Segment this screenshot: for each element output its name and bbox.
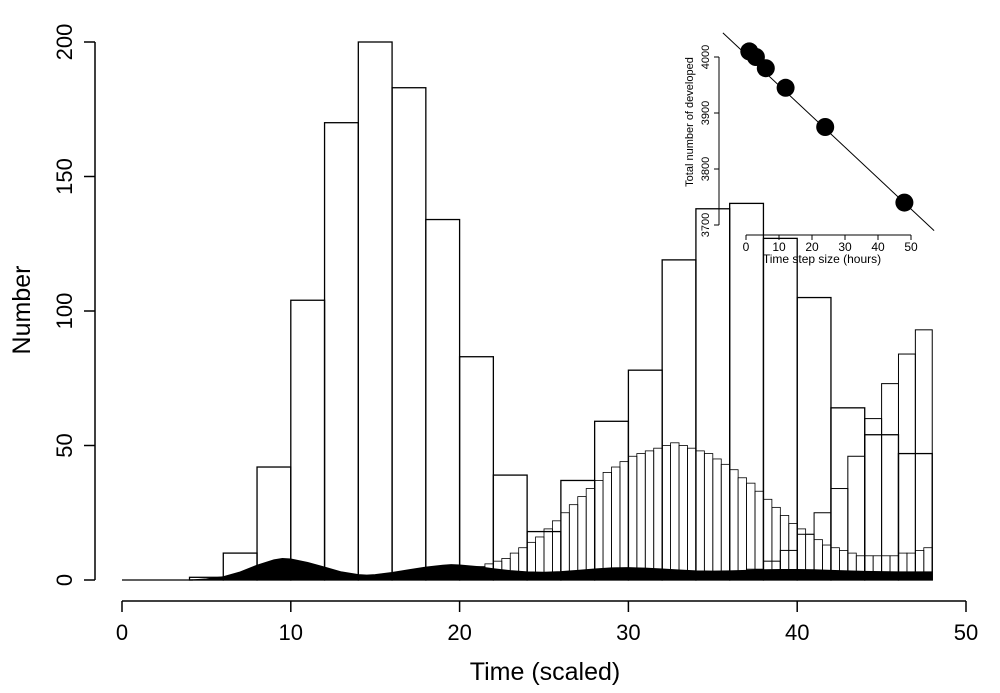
histogram-bar <box>602 471 612 581</box>
histogram-bar <box>914 329 933 581</box>
main-y-tick-label: 150 <box>52 158 77 195</box>
histogram-bar <box>323 122 359 581</box>
histogram-bar <box>568 504 579 581</box>
inset-x-axis-label: Time step size (hours) <box>763 252 881 266</box>
histogram-bar <box>628 455 638 581</box>
inset-x-tick-label: 50 <box>904 240 918 254</box>
histogram-bar <box>425 218 461 581</box>
histogram-bar <box>687 447 697 581</box>
main-x-tick-label: 20 <box>447 620 471 645</box>
histogram-bar <box>678 445 688 581</box>
histogram-bar <box>881 383 899 581</box>
main-y-tick-label: 0 <box>52 574 77 586</box>
histogram-bar <box>754 490 764 581</box>
main-y-tick-label: 200 <box>52 24 77 61</box>
histogram-bar <box>670 442 680 581</box>
main-x-tick-label: 10 <box>279 620 303 645</box>
histogram-bar <box>897 353 916 581</box>
histogram-series-3-area <box>189 557 933 581</box>
inset-x-tick-label: 20 <box>805 240 819 254</box>
histogram-bar <box>552 520 562 581</box>
histogram-bar <box>611 466 621 581</box>
main-x-tick-label: 40 <box>785 620 809 645</box>
main-y-tick-label: 50 <box>52 433 77 457</box>
inset-point <box>895 193 914 212</box>
inset-x-tick-label: 40 <box>871 240 885 254</box>
histogram-bar <box>357 41 393 581</box>
inset-x-tick-label: 10 <box>772 240 786 254</box>
histogram-bar <box>560 512 570 581</box>
histogram-bar <box>458 356 495 581</box>
histogram-bar <box>290 299 326 581</box>
inset-x-tick-label: 0 <box>743 240 750 254</box>
histogram-bar <box>746 482 756 581</box>
histogram-bar <box>594 480 604 581</box>
histogram-bar <box>712 458 722 581</box>
histogram-bar <box>636 453 646 581</box>
main-x-tick-label: 50 <box>954 620 978 645</box>
histogram-bar <box>585 488 596 581</box>
main-x-axis-label: Time (scaled) <box>470 658 621 686</box>
main-histogram-bars <box>188 41 933 581</box>
main-x-tick-label: 0 <box>116 620 128 645</box>
inset-point <box>756 59 775 78</box>
main-y-axis-label: Number <box>8 266 36 355</box>
inset-point <box>776 78 795 97</box>
histogram-series-2 <box>442 442 933 581</box>
histogram-bar <box>720 463 731 581</box>
histogram-bar <box>695 450 705 581</box>
inset-point <box>816 118 835 136</box>
inset-y-tick-label: 4000 <box>700 45 712 69</box>
inset-y-axis-label: Total number of developed <box>684 57 696 187</box>
histogram-bar <box>737 477 747 581</box>
main-x-tick-label: 30 <box>616 620 640 645</box>
histogram-bar <box>391 87 427 581</box>
histogram-bar <box>577 496 587 581</box>
histogram-bar <box>619 461 629 581</box>
histogram-bar <box>703 453 714 581</box>
inset-y-tick-label: 3800 <box>700 157 712 181</box>
inset-y-tick-label: 3900 <box>700 101 712 125</box>
histogram-bar <box>763 498 773 581</box>
histogram-bar <box>661 445 671 581</box>
inset-y-tick-label: 3700 <box>700 213 712 237</box>
main-y-tick-label: 100 <box>52 293 77 330</box>
histogram-bar <box>653 447 663 581</box>
histogram-bar <box>729 469 739 581</box>
inset-chart: 3700 3800 3900 4000 0 10 20 30 40 50 <box>700 32 935 254</box>
inset-x-tick-label: 30 <box>838 240 852 254</box>
histogram-bar <box>644 450 655 581</box>
